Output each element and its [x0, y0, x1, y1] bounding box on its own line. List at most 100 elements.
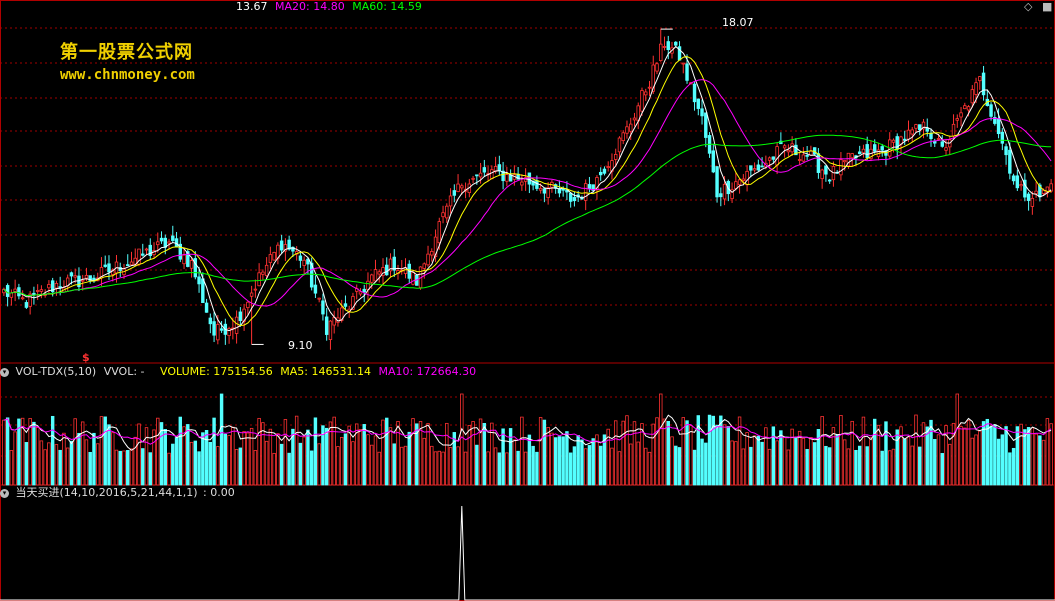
volume-bar — [253, 450, 258, 486]
candle-body — [478, 172, 483, 178]
volume-label: VOLUME: 175154.56 — [160, 365, 273, 378]
panel-controls[interactable]: ◇ ■ — [1024, 0, 1052, 13]
volume-bar — [910, 445, 914, 486]
volume-bar — [302, 436, 306, 486]
volume-bar — [9, 450, 14, 486]
candle-body — [129, 261, 134, 266]
volume-bar — [354, 423, 359, 486]
volume-bar — [227, 435, 231, 486]
candle-body — [321, 300, 325, 315]
ma20-line — [3, 79, 1052, 307]
candle-body — [313, 284, 318, 294]
watermark-title: 第一股票公式网 — [60, 42, 193, 63]
volume-bar — [876, 424, 881, 486]
volume-bar — [719, 415, 723, 486]
volume-bar — [126, 450, 130, 486]
volume-bar — [764, 427, 768, 486]
candle-body — [460, 185, 464, 189]
volume-bar — [906, 436, 911, 486]
volume-bar — [58, 449, 62, 486]
volume-bar — [576, 435, 580, 486]
volume-bar — [625, 415, 629, 486]
volume-bar — [970, 437, 975, 486]
candle-body — [857, 151, 862, 155]
candle-body — [283, 244, 288, 252]
volume-bar — [62, 432, 66, 486]
volume-bar — [595, 434, 599, 486]
candle-body — [842, 160, 847, 163]
volume-bar — [189, 441, 194, 486]
volume-bar — [493, 447, 498, 486]
candle-body — [144, 248, 149, 251]
candle-body — [9, 292, 14, 298]
panel-toggle-icon[interactable]: ▾ — [0, 367, 9, 377]
candle-body — [490, 169, 494, 180]
candle-body — [69, 272, 74, 277]
candle-body — [1004, 146, 1008, 156]
candle-body — [219, 328, 224, 331]
candle-body — [741, 178, 746, 181]
volume-bar — [644, 447, 648, 486]
volume-bar — [617, 451, 622, 486]
volume-bar — [163, 429, 167, 486]
volume-bar — [1004, 426, 1008, 486]
volume-bar — [107, 424, 111, 486]
volume-bar — [715, 424, 719, 486]
volume-bar — [1030, 427, 1035, 486]
volume-bar — [182, 426, 186, 486]
volume-bar — [238, 447, 243, 486]
volume-bar — [430, 445, 434, 486]
volume-bar — [313, 417, 318, 486]
volume-bar — [846, 448, 851, 486]
candle-body — [426, 253, 430, 266]
volume-bar — [523, 451, 528, 486]
volume-bar — [636, 441, 640, 486]
volume-bar — [272, 452, 276, 486]
volume-bar — [441, 451, 445, 486]
volume-bar — [73, 418, 77, 486]
volume-bar — [572, 446, 577, 486]
candle-body — [805, 154, 809, 157]
volume-bar — [591, 438, 595, 486]
volume-bar — [122, 450, 126, 486]
volume-bar — [456, 446, 460, 486]
volume-bar — [362, 424, 366, 486]
volume-bar — [332, 416, 336, 486]
vol-ma5-label: MA5: 146531.14 — [280, 365, 371, 378]
volume-bar — [5, 417, 10, 486]
volume-bar — [610, 447, 614, 486]
candle-body — [861, 148, 866, 154]
candle-body — [204, 302, 209, 313]
candle-body — [452, 190, 457, 196]
volume-bar — [531, 445, 535, 486]
volume-bar — [20, 417, 25, 486]
volume-bar — [133, 436, 137, 486]
candle-body — [978, 76, 982, 82]
volume-bar — [921, 422, 926, 486]
panel-close-icon[interactable]: ■ — [1041, 0, 1053, 13]
candle-body — [1026, 193, 1031, 201]
diamond-icon[interactable]: ◇ — [1024, 0, 1033, 13]
volume-bar — [794, 437, 798, 486]
volume-bar — [144, 427, 149, 486]
candle-body — [722, 183, 727, 200]
volume-bar — [39, 440, 44, 486]
ma5-line — [3, 45, 1052, 332]
panel-toggle-icon[interactable]: ▾ — [0, 488, 9, 498]
volume-bar — [767, 448, 772, 486]
candle-body — [583, 183, 588, 201]
candle-body — [174, 238, 179, 247]
volume-bar — [141, 448, 145, 486]
volume-bar — [388, 427, 393, 486]
volume-bar — [80, 421, 85, 486]
volume-bar — [268, 428, 273, 486]
candle-body — [343, 303, 348, 307]
candle-body — [625, 126, 629, 134]
volume-bar — [156, 417, 160, 486]
candle-body — [148, 244, 152, 257]
signal-marker: $ — [82, 351, 90, 364]
candle-body — [227, 328, 231, 336]
volume-bar — [452, 432, 457, 486]
volume-bar — [1038, 435, 1042, 486]
volume-bar — [370, 444, 374, 486]
